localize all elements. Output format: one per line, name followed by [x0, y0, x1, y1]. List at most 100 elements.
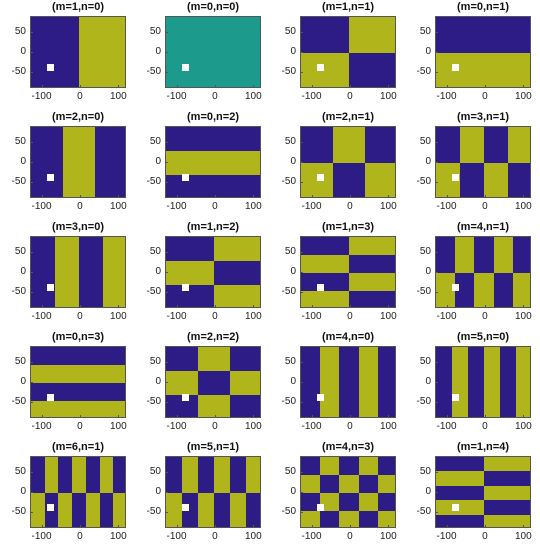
x-tick-label: 0: [212, 311, 218, 322]
source-marker: [46, 283, 54, 291]
y-tick-mark: [165, 402, 168, 403]
heatmap-plot: [435, 236, 531, 308]
x-tick-label: -100: [436, 531, 457, 542]
pattern-cell: [113, 457, 125, 494]
x-tick-label: 0: [212, 531, 218, 542]
y-tick-label: -50: [11, 396, 26, 407]
x-tick-label: 100: [109, 91, 127, 102]
x-tick-label: 100: [514, 91, 532, 102]
pattern-cell: [44, 493, 59, 527]
pattern-cell: [320, 493, 340, 512]
heatmap-plot: [435, 456, 531, 528]
x-tick-mark: [79, 85, 81, 88]
mode-panel: (m=4,n=1) 50 0 -50 -100 0 100: [405, 220, 540, 330]
y-tick-mark: [300, 72, 303, 73]
y-tick-mark: [165, 252, 168, 253]
pattern-cell: [31, 493, 46, 527]
y-tick-label: -50: [146, 396, 161, 407]
pattern-cell: [166, 285, 215, 307]
pattern-cell: [301, 163, 334, 197]
heatmap-plot: [435, 126, 531, 198]
source-marker: [316, 503, 324, 511]
y-tick-label: 0: [290, 486, 296, 497]
pattern-cell: [230, 395, 260, 417]
pattern-cell: [339, 493, 360, 512]
x-tick-mark: [214, 415, 216, 418]
pattern-cell: [474, 273, 495, 307]
panel-title: (m=4,n=3): [322, 441, 374, 453]
pattern-cell: [166, 237, 215, 262]
x-tick-label: -100: [301, 201, 322, 212]
pattern-cell: [301, 511, 321, 527]
pattern-cell: [484, 163, 509, 197]
y-tick-label: 0: [290, 46, 296, 57]
x-tick-mark: [176, 415, 178, 418]
mode-panel: (m=5,n=0) 50 0 -50 -100 0 100: [405, 330, 540, 440]
y-tick-mark: [30, 182, 33, 183]
x-tick-mark: [523, 305, 525, 308]
y-tick-mark: [30, 252, 33, 253]
y-tick-label: -50: [146, 506, 161, 517]
heatmap-plot: [435, 16, 531, 88]
x-tick-mark: [79, 525, 81, 528]
y-tick-mark: [30, 472, 33, 473]
x-tick-label: 100: [514, 201, 532, 212]
y-tick-mark: [300, 382, 303, 383]
mode-panel: (m=1,n=1) 50 0 -50 -100 0 100: [270, 0, 405, 110]
pattern-cell: [246, 493, 260, 527]
source-marker: [181, 393, 189, 401]
mode-panel: (m=6,n=1) 50 0 -50 -100 0 100: [0, 440, 135, 550]
source-marker: [46, 393, 54, 401]
pattern-cell: [365, 127, 395, 164]
pattern-cell: [301, 457, 321, 476]
x-tick-mark: [523, 85, 525, 88]
pattern-cell: [508, 127, 530, 164]
y-tick-mark: [300, 52, 303, 53]
pattern-cell: [198, 395, 231, 417]
x-tick-label: 100: [244, 531, 262, 542]
pattern-cell: [484, 347, 501, 417]
y-tick-mark: [30, 162, 33, 163]
pattern-cell: [301, 237, 350, 256]
pattern-cell: [301, 291, 350, 307]
pattern-cell: [436, 17, 530, 54]
x-tick-label: 0: [347, 531, 353, 542]
y-tick-label: -50: [281, 396, 296, 407]
mode-panel: (m=3,n=0) 50 0 -50 -100 0 100: [0, 220, 135, 330]
x-tick-mark: [41, 195, 43, 198]
pattern-cell: [166, 347, 199, 372]
pattern-cell: [301, 17, 350, 54]
x-tick-mark: [214, 195, 216, 198]
y-tick-label: -50: [416, 66, 431, 77]
pattern-cell: [31, 383, 125, 402]
source-marker: [46, 173, 54, 181]
pattern-cell: [301, 53, 350, 87]
mode-panel: (m=0,n=2) 50 0 -50 -100 0 100: [135, 110, 270, 220]
source-marker: [451, 63, 459, 71]
pattern-cell: [339, 347, 360, 417]
y-tick-label: 0: [425, 376, 431, 387]
x-tick-label: 0: [212, 91, 218, 102]
pattern-cell: [512, 273, 530, 307]
x-tick-label: -100: [436, 311, 457, 322]
pattern-cell: [31, 347, 125, 366]
pattern-cell: [377, 347, 395, 417]
y-tick-label: 50: [419, 26, 431, 37]
pattern-cell: [320, 475, 340, 494]
source-marker: [451, 173, 459, 181]
y-tick-mark: [165, 472, 168, 473]
pattern-cell: [460, 127, 485, 164]
x-tick-label: 0: [347, 201, 353, 212]
heatmap-plot: [165, 456, 261, 528]
x-tick-mark: [388, 305, 390, 308]
pattern-cell: [500, 347, 517, 417]
x-tick-label: -100: [31, 311, 52, 322]
pattern-cell: [301, 273, 350, 292]
x-tick-label: 100: [109, 201, 127, 212]
pattern-cell: [339, 457, 360, 476]
pattern-cell: [31, 365, 125, 384]
pattern-cell: [452, 347, 469, 417]
heatmap-plot: [30, 346, 126, 418]
pattern-cell: [31, 457, 46, 494]
x-tick-mark: [176, 85, 178, 88]
